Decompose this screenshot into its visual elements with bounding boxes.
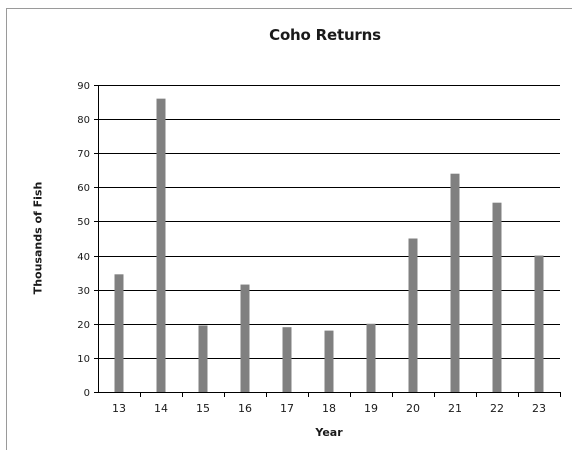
y-tick-label-90: 90 [77,81,90,92]
chart-frame [6,8,572,450]
x-tick-label-19: 19 [364,402,378,415]
y-tick-label-20: 20 [77,320,90,331]
x-tick-label-13: 13 [112,402,126,415]
bar-16 [240,284,250,392]
bar-22 [492,202,502,392]
x-tick-label-16: 16 [238,402,252,415]
x-tick-label-22: 22 [490,402,504,415]
x-tick-label-23: 23 [532,402,546,415]
y-tick-label-40: 40 [77,252,90,263]
y-tick-label-50: 50 [77,217,90,228]
bar-15 [198,325,208,392]
x-tick-labels: 13 14 15 16 17 18 19 20 21 22 23 [112,402,546,415]
y-tick-label-30: 30 [77,286,90,297]
bar-19 [366,323,376,392]
y-tick-label-0: 0 [84,388,90,399]
bar-20 [408,238,418,392]
bar-21 [450,173,460,392]
bar-18 [324,330,334,392]
x-tick-label-15: 15 [196,402,210,415]
y-tick-label-60: 60 [77,183,90,194]
y-tick-labels: 0 10 20 30 40 50 60 70 80 90 [77,81,90,399]
x-tick-label-20: 20 [406,402,420,415]
y-tick-label-80: 80 [77,115,90,126]
x-axis-label: Year [315,426,343,439]
x-tick-label-21: 21 [448,402,462,415]
bars [114,98,544,393]
x-tick-label-14: 14 [154,402,168,415]
axes [94,85,561,397]
bar-17 [282,327,292,392]
x-tick-label-17: 17 [280,402,294,415]
gridlines [98,85,560,359]
x-tick-label-18: 18 [322,402,336,415]
chart-title: Coho Returns [269,26,381,44]
y-tick-label-70: 70 [77,149,90,160]
bar-23 [534,255,544,392]
bar-14 [156,98,166,393]
bar-13 [114,274,124,392]
y-tick-label-10: 10 [77,354,90,365]
